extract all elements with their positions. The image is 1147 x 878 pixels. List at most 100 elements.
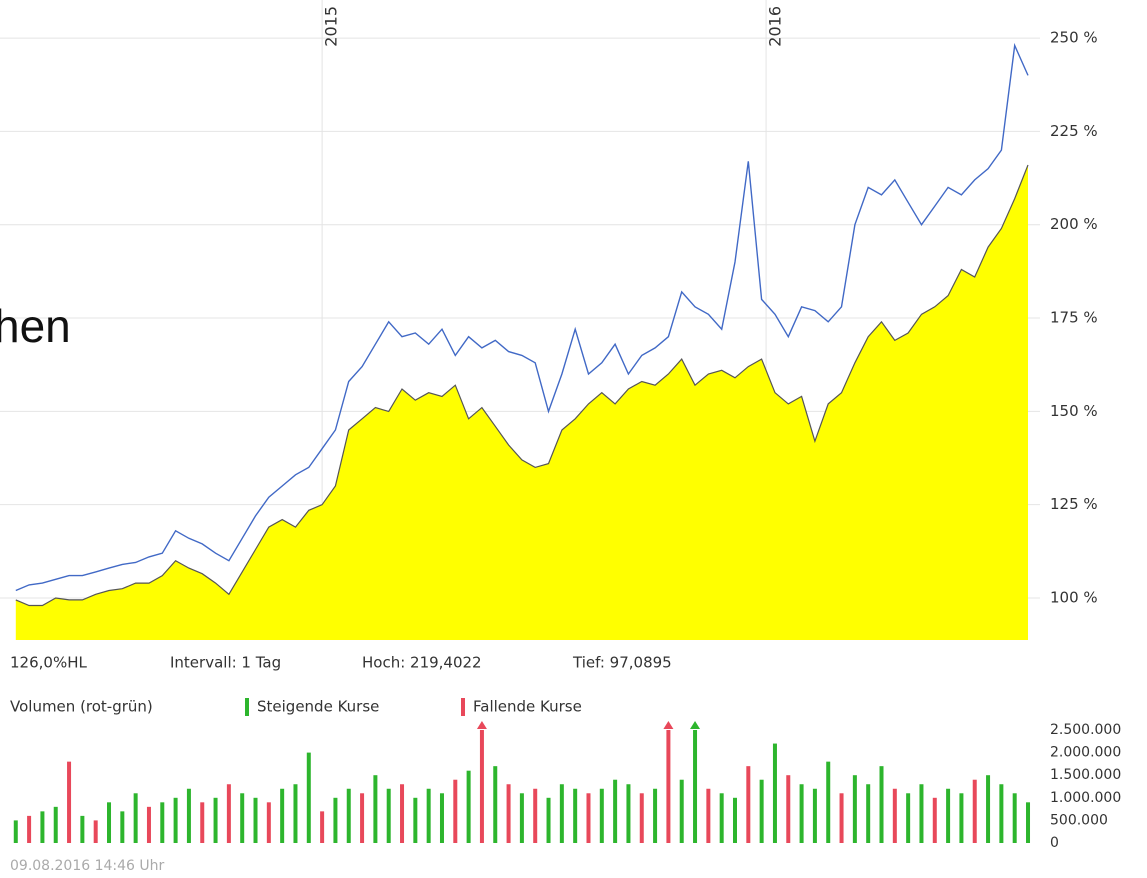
volume-bar: [586, 793, 591, 843]
x-tick-label: 2015: [322, 6, 341, 47]
volume-bar: [679, 779, 684, 843]
volume-bar: [506, 784, 511, 843]
volume-bar: [613, 779, 618, 843]
volume-bar: [759, 779, 764, 843]
volume-bar: [1012, 793, 1017, 843]
volume-bar: [133, 793, 138, 843]
volume-bar: [986, 775, 991, 843]
volume-bar: [67, 761, 72, 843]
volume-bar: [280, 788, 285, 843]
overflow-arrow: [663, 721, 674, 729]
volume-bar: [27, 815, 32, 843]
volume-bar: [479, 730, 484, 843]
volume-bar: [80, 815, 85, 843]
volume-bar: [706, 788, 711, 843]
volume-bar: [386, 788, 391, 843]
volume-bar: [346, 788, 351, 843]
volume-bar: [360, 793, 365, 843]
y-tick-label: 150 %: [1050, 402, 1098, 420]
volume-bar: [253, 797, 258, 843]
volume-bar: [533, 788, 538, 843]
volume-title: Volumen (rot-grün): [10, 698, 153, 716]
volume-bar: [852, 775, 857, 843]
volume-bar: [213, 797, 218, 843]
volume-bar: [693, 730, 698, 843]
volume-bar: [333, 797, 338, 843]
volume-bar: [546, 797, 551, 843]
volume-bar: [200, 802, 205, 843]
y-tick-label: 250 %: [1050, 29, 1098, 47]
volume-bar: [746, 766, 751, 843]
legend-swatch: [245, 698, 249, 716]
legend-label: Fallende Kurse: [473, 698, 582, 716]
volume-bar: [173, 797, 178, 843]
volume-bar: [999, 784, 1004, 843]
volume-bar: [240, 793, 245, 843]
volume-bar: [799, 784, 804, 843]
overflow-arrow: [476, 721, 487, 729]
y-tick-label: 225 %: [1050, 122, 1098, 140]
info-ratio: 126,0%HL: [10, 654, 87, 672]
volume-bar: [466, 770, 471, 843]
volume-bar: [266, 802, 271, 843]
y-tick-label: 100 %: [1050, 589, 1098, 607]
volume-bar: [186, 788, 191, 843]
volume-bar: [293, 784, 298, 843]
legend-swatch: [461, 698, 465, 716]
volume-bar: [732, 797, 737, 843]
heading: hen: [0, 300, 71, 352]
y-tick-label: 175 %: [1050, 309, 1098, 327]
volume-bar: [639, 793, 644, 843]
y-tick-label: 1.000.000: [1050, 790, 1121, 806]
volume-bar: [413, 797, 418, 843]
volume-bar: [573, 788, 578, 843]
volume-bar: [812, 788, 817, 843]
volume-bar: [719, 793, 724, 843]
y-tick-label: 2.500.000: [1050, 722, 1121, 738]
info-interval: Intervall: 1 Tag: [170, 654, 281, 672]
volume-bar: [866, 784, 871, 843]
volume-bar: [306, 752, 311, 843]
volume-bar: [559, 784, 564, 843]
volume-bar: [839, 793, 844, 843]
timestamp: 09.08.2016 14:46 Uhr: [10, 858, 165, 874]
volume-bar: [519, 793, 524, 843]
volume-bar: [93, 820, 98, 843]
volume-bar: [919, 784, 924, 843]
info-low: Tief: 97,0895: [572, 654, 672, 672]
volume-bar: [626, 784, 631, 843]
volume-bar: [826, 761, 831, 843]
volume-bar: [972, 779, 977, 843]
volume-bar: [906, 793, 911, 843]
volume-bar: [373, 775, 378, 843]
volume-bar: [772, 743, 777, 843]
volume-chart: 0 500.000 1.000.000 1.500.000 2.000.000 2.500…: [13, 698, 1121, 851]
volume-bar: [453, 779, 458, 843]
volume-bar: [653, 788, 658, 843]
volume-bar: [53, 806, 58, 843]
area: [15, 165, 1029, 640]
y-tick-label: 125 %: [1050, 495, 1098, 513]
volume-bar: [146, 806, 151, 843]
x-tick-label: 2016: [766, 6, 785, 47]
area-line: [15, 164, 1029, 607]
volume-bar: [599, 788, 604, 843]
volume-bar: [160, 802, 165, 843]
y-tick-label: 0: [1050, 835, 1059, 851]
volume-bar: [493, 766, 498, 843]
y-tick-label: 500.000: [1050, 812, 1108, 828]
volume-bar: [946, 788, 951, 843]
volume-bar: [666, 730, 671, 843]
volume-bar: [226, 784, 231, 843]
info-high: Hoch: 219,4022: [362, 654, 482, 672]
volume-bar: [786, 775, 791, 843]
y-tick-label: 200 %: [1050, 215, 1098, 233]
volume-bar: [426, 788, 431, 843]
y-tick-label: 1.500.000: [1050, 767, 1121, 783]
volume-bar: [932, 797, 937, 843]
volume-bar: [1026, 802, 1031, 843]
price-chart: 100 % 125 % 150 % 175 % 200 % 225 % 250 % 2015 2…: [0, 0, 1098, 640]
y-tick-label: 2.000.000: [1050, 745, 1121, 761]
legend-label: Steigende Kurse: [257, 698, 379, 716]
